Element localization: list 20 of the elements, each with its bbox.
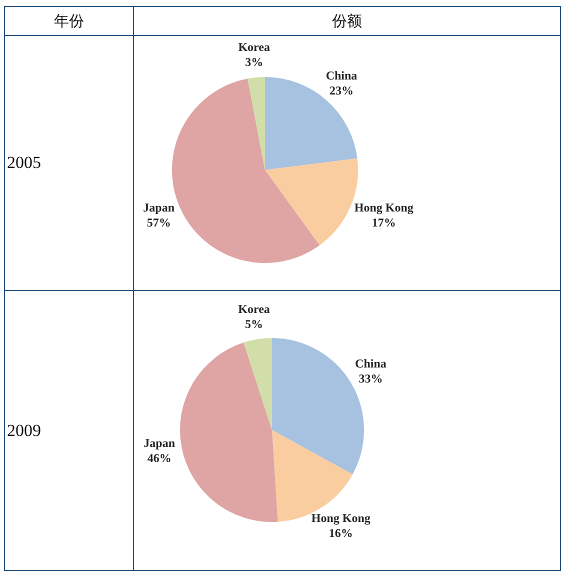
data-label: 46% (147, 450, 172, 465)
data-label: 5% (245, 316, 264, 331)
slice-label: China (326, 68, 358, 82)
text: 2009 (5, 291, 133, 570)
data-label: 16% (328, 526, 353, 540)
data-label: 17% (372, 215, 396, 230)
slice-label: Korea (238, 40, 270, 54)
data-label: 3% (245, 55, 264, 70)
slice-label: Hong Kong (354, 200, 414, 214)
text: 2005 (5, 36, 133, 290)
data-label: 33% (358, 372, 383, 386)
slice-label: Korea (238, 302, 270, 316)
data-label: 23% (329, 83, 354, 98)
slice-label: Japan (143, 200, 175, 214)
text: 年份 (5, 7, 133, 35)
slice-label: Hong Kong (311, 510, 370, 525)
slice-label: China (355, 356, 386, 371)
slice-label: Japan (144, 436, 176, 450)
data-label: 57% (146, 215, 171, 230)
text: 份额 (134, 7, 560, 35)
